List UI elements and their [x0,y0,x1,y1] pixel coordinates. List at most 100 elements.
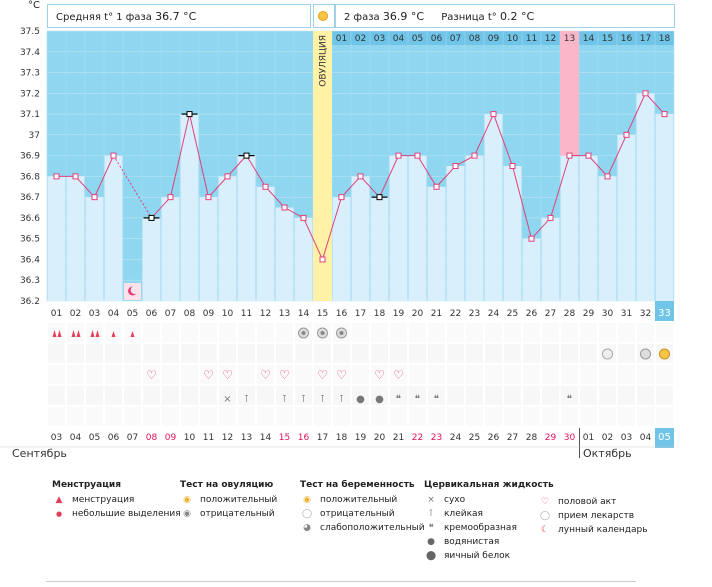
temperature-point [262,183,269,190]
post-ovulation-day-label: 06 [431,34,443,44]
heart-icon: ♡ [317,368,328,382]
symptom-cell [485,386,502,405]
symptom-cell [466,365,483,384]
symptom-cell [504,407,521,426]
cycle-day-label: 14 [298,309,310,319]
temperature-bar [47,176,66,301]
symptom-cell [599,407,616,426]
symptom-cell [561,407,578,426]
symptom-cell [295,407,312,426]
symptom-cell [48,407,65,426]
symptom-cell [200,386,217,405]
temperature-point [433,183,440,190]
symptom-cell [295,344,312,363]
symptom-cell [219,323,236,342]
date-label: 05 [658,432,671,443]
phase1-label: Средняя t° 1 фаза [56,12,152,23]
symptom-cell [542,365,559,384]
temperature-bar [541,217,560,301]
symptom-cell [637,407,654,426]
cycle-day-label: 09 [203,309,215,319]
post-ovulation-day-label: 13 [564,34,575,44]
symptom-cell [238,344,255,363]
legend-cervical-2: кремообразная [444,523,517,533]
pill-icon: ◯ [539,511,551,521]
temperature-point [395,152,402,159]
ovulation-negative-icon: ◉ [183,509,191,519]
symptom-cell [542,407,559,426]
symptom-cell [390,407,407,426]
symptom-cell [428,365,445,384]
post-ovulation-day-label: 10 [507,34,519,44]
legend-other-0: половой акт [558,497,617,507]
cycle-day-label: 02 [70,309,81,319]
temperature-point [243,152,250,159]
temperature-bar [256,186,275,301]
symptom-cell [352,365,369,384]
date-label: 21 [393,433,404,443]
temperature-bar [180,114,199,301]
cycle-day-label: 08 [184,309,196,319]
symptom-cell [295,365,312,384]
temperature-bar [617,134,636,301]
spotting-icon [130,331,135,337]
cycle-day-label: 06 [146,309,158,319]
symptom-cell [409,365,426,384]
symptom-cell [352,386,369,405]
legend-cervical-0: сухо [444,495,466,505]
symptom-cell [257,386,274,405]
temperature-point [547,214,554,221]
symptom-cell [143,323,160,342]
cycle-day-label: 31 [621,309,632,319]
temperature-point [528,235,535,242]
temperature-point [319,256,326,263]
symptom-cell [105,365,122,384]
symptom-cell [181,407,198,426]
pregnancy-negative-icon: ◯ [301,509,313,519]
date-label: 03 [51,433,62,443]
legend-ovulation-title: Тест на овуляцию [180,480,274,490]
cervical-icon: ⊺ [320,394,325,405]
symptom-cell [162,344,179,363]
symptom-cell [276,386,293,405]
cycle-day-label: 17 [355,309,366,319]
symptom-cell [371,365,388,384]
legend-menstruation-0: менструация [72,495,135,505]
symptom-cell [333,386,350,405]
symptom-cell [333,407,350,426]
ovulation-label: ОВУЛЯЦИЯ [319,35,329,87]
cycle-day-label: 24 [488,309,500,319]
symptom-cell [542,323,559,342]
cycle-day-label: 21 [431,309,442,319]
symptom-cell [86,365,103,384]
symptom-cell [124,386,141,405]
phase1-value: 36.7 °C [155,10,197,23]
cycle-day-label: 13 [279,309,290,319]
cervical-icon: ❝ [434,394,439,405]
legend-menstruation-1: небольшие выделения [72,509,181,519]
symptom-cell [48,386,65,405]
date-label: 02 [602,433,613,443]
temperature-bar [427,186,446,301]
temperature-point [585,152,592,159]
symptom-cell [466,386,483,405]
symptom-cell [371,344,388,363]
symptom-cell [656,323,673,342]
temperature-bar [503,166,522,301]
symptom-cell [162,407,179,426]
temperature-bar [275,207,294,301]
symptom-cell [428,323,445,342]
y-tick-label: 36.9 [20,152,40,162]
cycle-day-label: 27 [545,309,556,319]
cycle-day-label: 20 [412,309,424,319]
symptom-cell [200,365,217,384]
dry-icon: × [427,495,435,505]
symptom-cell [67,323,84,342]
symptom-cell [599,386,616,405]
temperature-gap-line [113,155,152,219]
heart-icon: ♡ [393,368,404,382]
symptom-cell [447,386,464,405]
symptom-cell [523,323,540,342]
symptom-cell [466,407,483,426]
symptom-cell [333,344,350,363]
